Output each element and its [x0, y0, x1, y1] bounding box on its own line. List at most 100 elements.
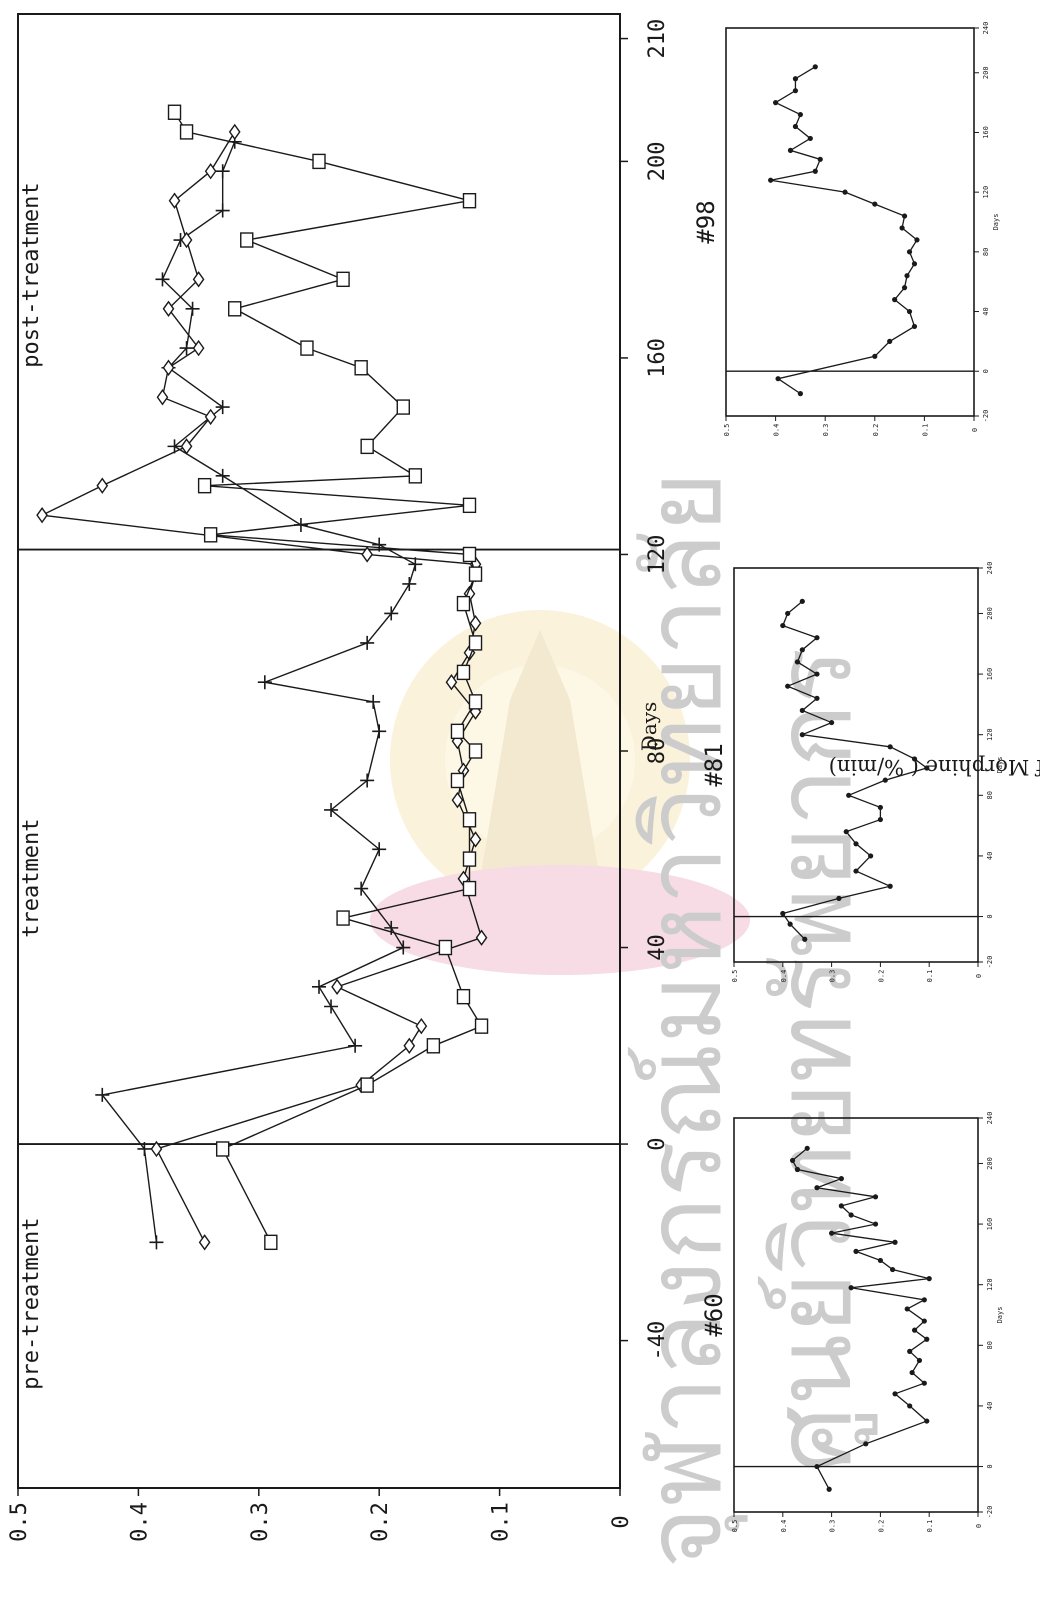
y-tick-label: 0: [971, 428, 979, 432]
series-1-point-16: [768, 177, 774, 183]
series-2-point-0: [198, 1234, 211, 1251]
series-3-point-32: [312, 153, 326, 170]
y-tick-label: 0.2: [877, 1520, 885, 1533]
y-tick-label: 0.1: [926, 1520, 934, 1533]
series-1-point-30: [215, 164, 230, 179]
x-tick-label: 0: [982, 369, 990, 373]
series-1-point-24: [814, 635, 820, 641]
series-3-point-31: [462, 193, 477, 209]
y-tick-label: 0.3: [829, 1520, 837, 1533]
series-2-point-27: [162, 300, 175, 318]
series-1-point-26: [785, 610, 791, 617]
series-line: [770, 66, 918, 395]
series-1-point-9: [877, 816, 884, 823]
x-tick-label: 80: [982, 248, 990, 256]
series-1-point-29: [215, 203, 230, 218]
series-1-point-0: [826, 1486, 832, 1492]
x-axis-title: Days: [637, 702, 661, 752]
series-1-point-5: [906, 308, 913, 315]
x-tick-label: 200: [986, 1157, 994, 1170]
series-2-point-13: [445, 674, 458, 691]
series-1-point-8: [843, 829, 849, 835]
y-tick-label: 0.1: [926, 970, 934, 983]
y-tick-label: 0.1: [489, 1502, 514, 1542]
series-2-point-31: [204, 163, 217, 180]
x-tick-label: 40: [986, 852, 994, 860]
series-2-point-19: [361, 546, 374, 563]
series-1-point-12: [882, 777, 888, 783]
series-1-point-16: [799, 732, 805, 738]
series-1-point-6: [921, 1380, 927, 1386]
y-tick-label: 0.4: [127, 1502, 152, 1542]
series-1-point-15: [360, 635, 375, 650]
series-1-point-19: [853, 1248, 859, 1254]
series-1-point-12: [899, 225, 905, 231]
y-tick-label: 0.3: [248, 1502, 273, 1542]
x-tick-label: 120: [986, 728, 994, 741]
series-3-point-13: [450, 723, 465, 740]
x-axis-title: Days: [992, 214, 1000, 231]
series-3-point-12: [468, 743, 483, 759]
series-1-point-19: [814, 695, 820, 701]
series-1-point-27: [799, 598, 805, 604]
series-1-point-2: [780, 910, 786, 917]
x-tick-label: 200: [645, 142, 670, 182]
series-1-point-8: [354, 881, 369, 896]
x-tick-label: 120: [986, 1278, 994, 1291]
series-3-point-3: [426, 1038, 441, 1054]
series-line: [791, 1147, 930, 1490]
series-1-point-2: [872, 353, 878, 359]
series-1-point-1: [787, 921, 793, 927]
series-2-point-26: [192, 339, 205, 357]
series-3-point-33: [179, 124, 194, 140]
series-1-point-13: [366, 694, 381, 709]
y-axis-title: Turnover rate of Morphine ( %/min): [829, 755, 1040, 779]
series-3-point-27: [300, 340, 314, 356]
series-1-point-6: [396, 940, 411, 955]
series-1-point-13: [904, 1306, 910, 1312]
series-3-point-34: [167, 104, 182, 120]
plot-frame: [17, 13, 621, 1489]
series-2-point-24: [156, 389, 169, 406]
plot-frame: [733, 567, 979, 963]
x-tick-label: 160: [982, 126, 990, 139]
x-tick-label: 120: [645, 535, 670, 575]
series-3-point-29: [336, 271, 350, 288]
series-1-point-15: [848, 1285, 854, 1291]
series-1-point-22: [794, 659, 801, 665]
series-1-point-20: [892, 1239, 898, 1245]
series-3-point-2: [360, 1077, 374, 1093]
x-tick-label: 40: [645, 934, 670, 961]
series-1-point-18: [817, 156, 823, 162]
series-2-point-21: [96, 477, 109, 494]
series-2-point-9: [451, 791, 464, 809]
series-2-point-8: [469, 831, 482, 848]
series-1-point-4: [911, 323, 918, 330]
series-1-point-2: [863, 1441, 869, 1447]
series-1-point-22: [872, 1221, 879, 1227]
y-tick-label: 0.2: [872, 424, 880, 437]
series-1-point-19: [787, 147, 794, 153]
series-2-point-3: [403, 1037, 416, 1055]
phase-label: treatment: [19, 818, 44, 937]
series-1-point-21: [814, 671, 820, 677]
y-tick-label: 0: [975, 974, 983, 978]
series-1-point-17: [812, 168, 818, 174]
series-2-point-28: [192, 271, 205, 288]
x-tick-label: 240: [986, 1112, 994, 1125]
small-chart-title: #98: [692, 200, 720, 243]
series-1-point-17: [890, 1266, 896, 1273]
series-1-point-1: [775, 376, 781, 382]
series-2-point-30: [168, 192, 181, 209]
series-1-point-1: [814, 1463, 820, 1470]
series-2-point-23: [204, 408, 217, 426]
series-1-point-8: [904, 273, 910, 279]
series-1-point-22: [167, 439, 182, 454]
series-1-point-13: [901, 213, 908, 219]
series-1-point-14: [872, 201, 878, 207]
y-tick-label: 0.3: [822, 424, 830, 437]
plot-frame: [725, 27, 975, 417]
x-tick-label: 210: [645, 19, 670, 59]
series-2-point-15: [469, 615, 482, 632]
x-tick-label: 200: [986, 607, 994, 620]
